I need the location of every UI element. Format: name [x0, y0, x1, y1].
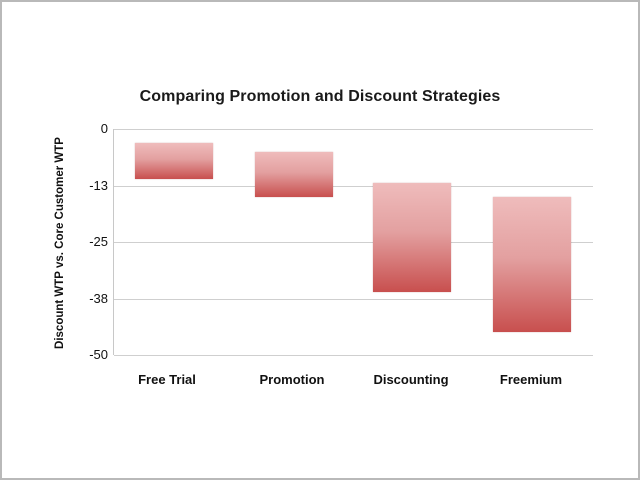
gridline	[114, 355, 593, 356]
x-label-promotion: Promotion	[259, 372, 325, 387]
gridline	[114, 129, 593, 130]
bar-free-trial	[135, 142, 213, 179]
y-axis-label: Discount WTP vs. Core Customer WTP	[54, 137, 66, 349]
y-tick-2: -25	[89, 234, 108, 249]
y-tick-4: -50	[89, 347, 108, 362]
x-label-discounting: Discounting	[373, 372, 449, 387]
x-label-free-trial: Free Trial	[138, 372, 196, 387]
gridline	[114, 242, 593, 243]
gridline	[114, 185, 593, 187]
gridline	[114, 298, 593, 300]
chart-title: Comparing Promotion and Discount Strateg…	[139, 88, 501, 105]
y-tick-0: 0	[100, 121, 108, 136]
bar-discounting	[373, 183, 451, 292]
bar-freemium	[493, 196, 571, 333]
y-tick-3: -38	[89, 291, 108, 306]
bar-promotion	[255, 151, 333, 197]
x-label-freemium: Freemium	[499, 372, 563, 387]
plot-area	[113, 129, 593, 356]
y-tick-1: -13	[89, 178, 108, 193]
